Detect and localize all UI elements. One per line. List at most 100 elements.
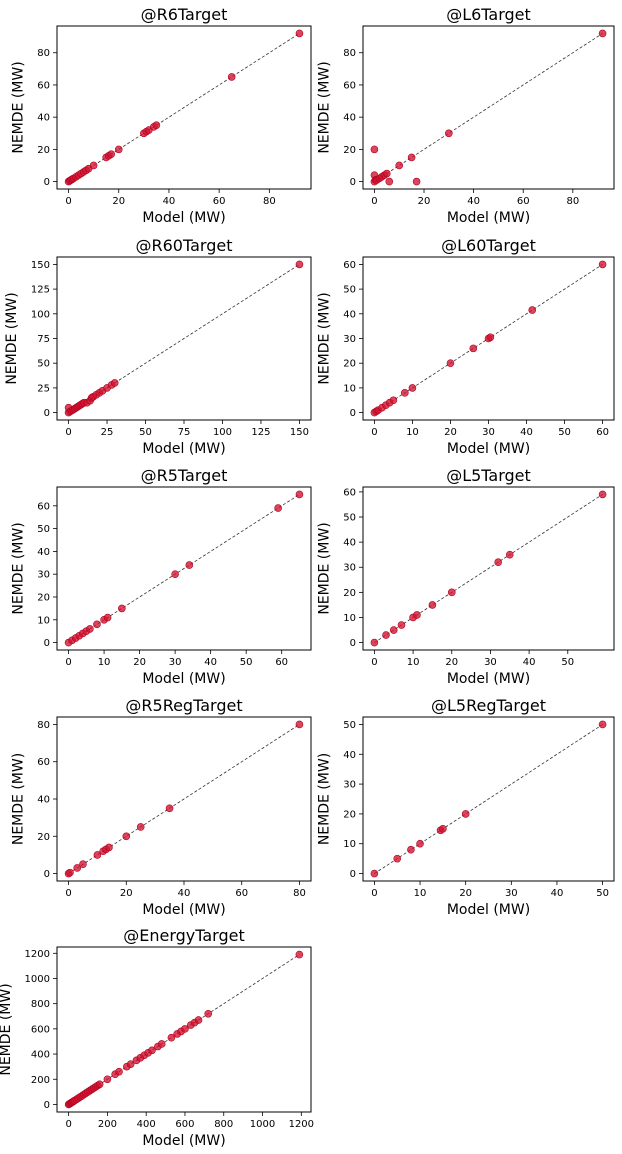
x-tick-label: 60 — [235, 888, 248, 899]
x-tick-label: 0 — [65, 196, 71, 207]
data-point — [105, 843, 113, 852]
chart-title: @L5RegTarget — [431, 696, 546, 715]
data-point — [486, 333, 495, 342]
x-tick-label: 1200 — [289, 1119, 314, 1130]
y-tick-label: 30 — [343, 563, 356, 574]
y-tick-label: 60 — [37, 757, 50, 768]
x-tick-label: 1000 — [250, 1119, 275, 1130]
y-tick-label: 50 — [37, 359, 50, 370]
chart-title: @R5RegTarget — [125, 696, 242, 715]
y-axis-label: NEMDE (MW) — [316, 753, 332, 845]
y-tick-label: 30 — [343, 780, 356, 791]
x-tick-label: 20 — [133, 657, 146, 668]
y-tick-label: 125 — [31, 285, 50, 296]
x-tick-label: 60 — [596, 427, 609, 438]
y-axis-label: NEMDE (MW) — [10, 522, 26, 614]
data-point — [295, 260, 304, 269]
data-point — [157, 1040, 166, 1048]
x-tick-label: 20 — [445, 657, 458, 668]
y-tick-label: 50 — [343, 285, 356, 296]
data-point — [389, 626, 398, 634]
x-tick-label: 0 — [371, 888, 377, 899]
x-tick-label: 30 — [482, 427, 495, 438]
y-tick-label: 0 — [350, 408, 356, 419]
data-point — [274, 504, 282, 512]
data-point — [494, 558, 502, 567]
panel-2: 0 20 40 60 80 0 20 40 60 80 @L6Target Model (MW) NEM… — [316, 5, 615, 226]
y-tick-label: 60 — [37, 80, 50, 91]
data-point — [393, 854, 402, 863]
y-tick-label: 20 — [37, 145, 50, 156]
y-tick-label: 100 — [31, 309, 50, 320]
y-axis-label: NEMDE (MW) — [10, 753, 26, 845]
x-axis-label: Model (MW) — [447, 441, 530, 457]
x-axis-label: Model (MW) — [142, 671, 225, 687]
y-tick-label: 150 — [31, 260, 50, 271]
x-tick-label: 20 — [120, 888, 133, 899]
x-tick-label: 0 — [65, 1119, 71, 1130]
x-tick-label: 0 — [65, 657, 71, 668]
data-point — [110, 379, 119, 387]
data-point — [598, 29, 607, 38]
y-tick-label: 800 — [31, 999, 50, 1010]
axes-frame — [362, 25, 615, 190]
y-tick-label: 60 — [37, 501, 50, 512]
y-tick-label: 1200 — [25, 949, 50, 960]
data-point — [295, 950, 304, 959]
data-point — [167, 1033, 176, 1042]
data-point — [148, 1046, 156, 1055]
x-tick-label: 50 — [561, 657, 574, 668]
y-tick-label: 60 — [343, 80, 356, 91]
data-point — [95, 1080, 104, 1089]
chart-title: @L5Target — [446, 466, 531, 485]
y-tick-label: 0 — [350, 869, 356, 880]
data-point — [103, 1075, 112, 1084]
y-tick-label: 0 — [44, 869, 50, 880]
data-point — [412, 177, 421, 186]
chart-title: @R60Target — [136, 236, 233, 255]
y-tick-label: 60 — [343, 260, 356, 271]
chart-title: @EnergyTarget — [123, 926, 245, 945]
y-tick-label: 80 — [37, 720, 50, 731]
y-axis-label: NEMDE (MW) — [10, 61, 26, 153]
x-tick-label: 400 — [137, 1119, 156, 1130]
x-tick-label: 50 — [240, 657, 253, 668]
y-tick-label: 20 — [343, 809, 356, 820]
y-tick-label: 30 — [37, 570, 50, 581]
data-point — [447, 588, 456, 597]
x-tick-label: 80 — [293, 888, 306, 899]
data-point — [79, 860, 87, 869]
y-tick-label: 600 — [31, 1024, 50, 1035]
data-point — [413, 611, 421, 619]
data-point — [107, 150, 116, 159]
y-axis-label: NEMDE (MW) — [316, 61, 332, 153]
y-tick-label: 10 — [343, 613, 356, 624]
data-point — [408, 384, 417, 392]
data-point — [528, 306, 537, 314]
data-point — [122, 832, 131, 841]
y-tick-label: 40 — [343, 309, 356, 320]
data-point — [505, 550, 514, 559]
y-tick-label: 40 — [37, 795, 50, 806]
data-point — [439, 825, 447, 833]
x-tick-label: 30 — [484, 657, 497, 668]
x-tick-label: 0 — [371, 657, 377, 668]
data-point — [194, 1016, 203, 1024]
y-tick-label: 10 — [343, 839, 356, 850]
data-point — [383, 169, 391, 178]
x-tick-label: 10 — [414, 888, 427, 899]
x-tick-label: 30 — [505, 888, 518, 899]
x-tick-label: 40 — [204, 657, 217, 668]
y-tick-label: 80 — [37, 48, 50, 59]
panel-5: 0 10 20 30 40 50 60 0 10 20 30 40 50 60 @R5Target Model… — [10, 466, 312, 687]
chart-title: @R5Target — [141, 466, 228, 485]
x-tick-label: 50 — [596, 888, 609, 899]
x-tick-label: 0 — [65, 427, 71, 438]
axes-frame — [362, 486, 615, 651]
data-point — [114, 145, 123, 154]
x-tick-label: 150 — [290, 427, 309, 438]
x-tick-label: 40 — [520, 427, 533, 438]
data-point — [401, 389, 409, 397]
data-point — [181, 1025, 189, 1033]
